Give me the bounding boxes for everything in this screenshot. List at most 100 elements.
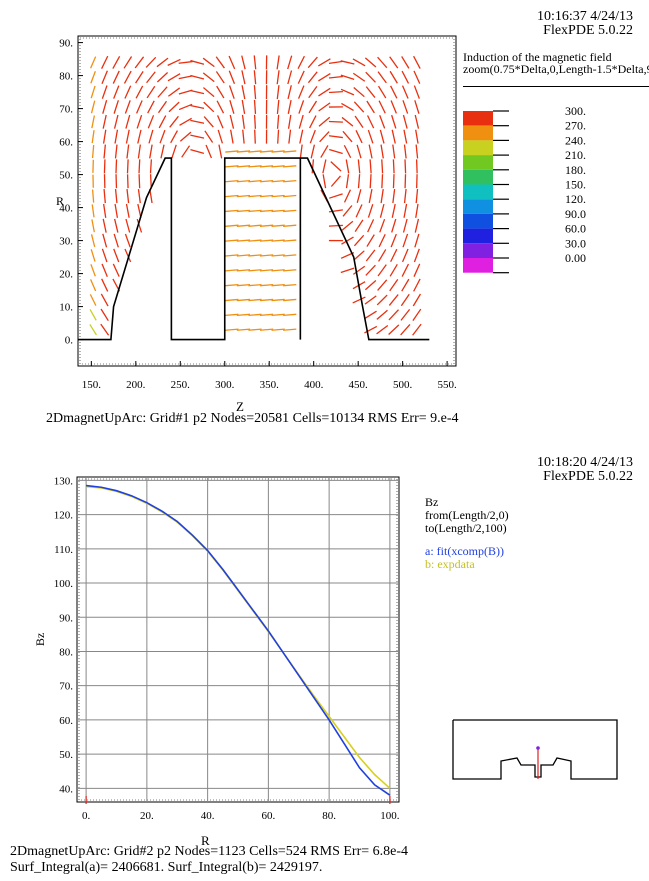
vector-arrow bbox=[125, 203, 130, 218]
legend-value-label: 90.0 bbox=[565, 207, 586, 221]
bottom-status-line: 2DmagnetUpArc: Grid#2 p2 Nodes=1123 Cell… bbox=[10, 844, 409, 859]
legend-series-b: b: expdata bbox=[425, 557, 475, 571]
vector-arrow bbox=[415, 203, 419, 218]
vector-arrow bbox=[322, 159, 327, 174]
vector-arrow bbox=[168, 87, 181, 97]
x-tick-label: 0. bbox=[82, 810, 91, 822]
vector-arrow bbox=[236, 209, 251, 213]
legend-value-label: 210. bbox=[565, 148, 586, 162]
vector-arrow bbox=[310, 144, 316, 159]
vector-arrow bbox=[248, 194, 262, 198]
vector-arrow bbox=[225, 209, 239, 213]
vector-arrow bbox=[401, 278, 410, 292]
vector-arrow bbox=[380, 144, 384, 159]
vector-arrow bbox=[377, 264, 387, 277]
vector-arrow bbox=[400, 308, 411, 321]
vector-arrow bbox=[102, 100, 108, 114]
y-tick-label: 80. bbox=[59, 646, 73, 658]
vector-arrow bbox=[415, 129, 419, 144]
vector-arrow bbox=[271, 224, 285, 227]
vector-arrow bbox=[236, 254, 251, 257]
vector-arrow bbox=[343, 189, 352, 203]
vector-arrow bbox=[413, 85, 420, 99]
vector-arrow bbox=[146, 85, 156, 99]
vector-arrow bbox=[259, 209, 274, 213]
vector-arrow bbox=[415, 159, 418, 174]
vector-arrow bbox=[202, 57, 215, 68]
vector-arrow bbox=[135, 71, 144, 84]
vector-arrow bbox=[377, 85, 387, 99]
vector-arrow bbox=[366, 115, 375, 129]
vector-arrow bbox=[135, 85, 144, 99]
vector-arrow bbox=[271, 328, 285, 331]
vector-arrow bbox=[123, 70, 132, 84]
vector-arrow bbox=[236, 298, 251, 302]
vector-arrow bbox=[283, 283, 297, 287]
vector-arrow bbox=[388, 324, 400, 335]
line-plot-frame bbox=[76, 476, 400, 803]
vector-arrow bbox=[259, 269, 274, 272]
vector-arrow bbox=[112, 55, 121, 69]
vector-arrow bbox=[283, 194, 297, 198]
vector-arrow bbox=[283, 313, 297, 317]
vector-arrow bbox=[225, 298, 239, 302]
vector-arrow bbox=[381, 159, 384, 174]
vector-arrow bbox=[248, 150, 262, 153]
vector-arrow bbox=[156, 71, 169, 83]
vector-arrow bbox=[225, 269, 239, 272]
vector-arrow bbox=[392, 144, 396, 159]
vector-arrow bbox=[123, 56, 133, 69]
vector-arrow bbox=[389, 263, 398, 277]
vector-plot: 150. 200. 250. 300. 350. 400. 450. 500. 550. 0. 10… bbox=[56, 35, 586, 391]
vector-arrow bbox=[125, 218, 131, 233]
vector-arrow bbox=[414, 218, 420, 233]
vector-arrow bbox=[259, 328, 274, 331]
vector-arrow bbox=[90, 85, 96, 99]
vector-arrow bbox=[236, 165, 251, 168]
legend-color-swatch bbox=[463, 228, 493, 244]
vector-arrow bbox=[402, 233, 409, 248]
vector-plot-frame bbox=[77, 35, 457, 367]
vector-arrow bbox=[259, 254, 274, 257]
vector-arrow bbox=[414, 114, 420, 129]
y-tick-label: 20. bbox=[59, 269, 73, 281]
vector-arrow bbox=[241, 114, 246, 129]
vector-arrow bbox=[318, 116, 331, 127]
vector-arrow bbox=[253, 55, 257, 70]
vector-arrow bbox=[259, 224, 274, 227]
vector-arrow bbox=[355, 204, 363, 218]
vector-arrow bbox=[390, 85, 398, 99]
vector-arrow bbox=[271, 239, 285, 242]
vector-arrow bbox=[259, 298, 274, 302]
vector-arrow bbox=[271, 150, 285, 153]
vector-arrow bbox=[401, 263, 410, 277]
vector-arrow bbox=[215, 56, 225, 69]
vector-arrow bbox=[168, 101, 180, 113]
vector-arrow bbox=[179, 117, 193, 126]
vector-arrow bbox=[225, 150, 239, 153]
vector-arrow bbox=[402, 218, 408, 233]
vector-arrow bbox=[401, 70, 410, 84]
vector-arrow bbox=[388, 294, 399, 306]
vector-arrow bbox=[328, 135, 343, 139]
vector-arrow bbox=[311, 159, 315, 174]
legend-value-label: 270. bbox=[565, 119, 586, 133]
vector-arrow bbox=[178, 89, 193, 95]
vector-arrow bbox=[228, 70, 236, 84]
vector-arrow bbox=[158, 115, 167, 129]
vector-arrow bbox=[328, 60, 343, 65]
vector-arrow bbox=[308, 86, 318, 99]
vector-arrow bbox=[137, 144, 142, 159]
vector-arrow bbox=[225, 239, 239, 242]
vector-arrow bbox=[242, 129, 245, 144]
vector-arrow bbox=[202, 72, 215, 83]
vector-arrow bbox=[389, 70, 398, 84]
vector-arrow bbox=[103, 189, 106, 204]
vector-arrow bbox=[236, 328, 251, 331]
vector-arrow bbox=[271, 269, 285, 272]
vector-arrow bbox=[115, 159, 118, 174]
vector-arrow bbox=[412, 308, 422, 322]
vector-arrow bbox=[345, 159, 350, 174]
vector-arrow bbox=[391, 129, 396, 144]
vector-arrow bbox=[307, 56, 318, 69]
